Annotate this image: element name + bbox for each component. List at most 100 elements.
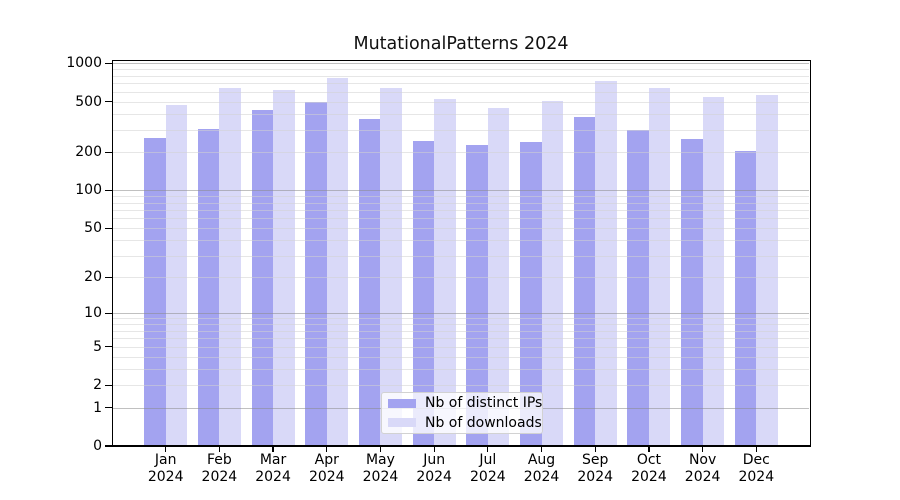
- major-gridline: [113, 313, 809, 315]
- y-tick-mark-100: [105, 189, 112, 191]
- legend-row-downloads: Nb of downloads: [388, 415, 542, 432]
- x-tick-label-apr: Apr 2024: [308, 452, 345, 485]
- y-tick-mark-20: [105, 276, 112, 278]
- x-tick-mark-oct: [648, 446, 650, 452]
- y-tick-mark-500: [105, 101, 112, 103]
- y-tick-label-1000: 1000: [66, 55, 102, 72]
- legend-row-distinct-ips: Nb of distinct IPs: [388, 395, 542, 412]
- major-gridline: [113, 63, 809, 65]
- bar-downloads-aug: [541, 101, 564, 446]
- x-tick-mark-apr: [326, 446, 328, 452]
- legend-label-distinct-ips: Nb of distinct IPs: [425, 395, 543, 412]
- bar-distinct-ips-nov: [681, 138, 703, 446]
- minor-gridline: [113, 152, 809, 154]
- minor-gridline: [113, 255, 809, 257]
- bar-downloads-oct: [648, 88, 671, 446]
- minor-gridline: [113, 324, 809, 326]
- legend-label-downloads: Nb of downloads: [425, 414, 542, 431]
- y-tick-mark-5: [105, 346, 112, 348]
- x-tick-label-aug: Aug 2024: [523, 452, 560, 485]
- x-tick-mark-jun: [433, 446, 435, 452]
- bottom-spine: [112, 445, 812, 447]
- y-tick-mark-1000: [105, 62, 112, 64]
- minor-gridline: [113, 83, 809, 85]
- x-tick-label-jan: Jan 2024: [147, 452, 184, 485]
- y-tick-label-10: 10: [84, 305, 102, 322]
- x-tick-label-sep: Sep 2024: [577, 452, 614, 485]
- y-tick-mark-10: [105, 312, 112, 314]
- bar-distinct-ips-dec: [734, 150, 757, 446]
- bar-distinct-ips-apr: [305, 102, 327, 446]
- minor-gridline: [113, 129, 809, 131]
- x-tick-mark-nov: [702, 446, 704, 452]
- minor-gridline: [113, 277, 809, 279]
- x-tick-label-jul: Jul 2024: [470, 452, 506, 485]
- y-tick-label-1: 1: [93, 399, 102, 416]
- y-tick-mark-1: [105, 407, 112, 409]
- y-tick-label-20: 20: [84, 269, 102, 286]
- minor-gridline: [113, 91, 809, 93]
- y-tick-mark-200: [105, 151, 112, 153]
- right-spine: [810, 60, 812, 446]
- bar-downloads-jan: [165, 105, 188, 446]
- y-tick-mark-0: [105, 445, 112, 447]
- x-tick-label-feb: Feb 2024: [201, 452, 238, 485]
- x-tick-mark-dec: [755, 446, 757, 452]
- legend: Nb of distinct IPs Nb of downloads: [381, 392, 543, 434]
- minor-gridline: [113, 346, 809, 348]
- bar-distinct-ips-jul: [466, 145, 488, 446]
- x-tick-label-jun: Jun 2024: [416, 452, 452, 485]
- y-tick-label-0: 0: [93, 438, 102, 454]
- minor-gridline: [113, 369, 809, 371]
- x-tick-label-dec: Dec 2024: [738, 452, 775, 485]
- x-tick-mark-feb: [218, 446, 220, 452]
- minor-gridline: [113, 338, 809, 340]
- y-tick-label-5: 5: [93, 338, 102, 355]
- bar-downloads-sep: [595, 80, 617, 446]
- x-tick-label-oct: Oct 2024: [631, 452, 667, 485]
- bar-distinct-ips-feb: [197, 129, 220, 446]
- left-spine: [112, 60, 114, 446]
- bar-downloads-apr: [326, 78, 349, 446]
- x-tick-mark-jul: [487, 446, 489, 452]
- minor-gridline: [113, 202, 809, 204]
- minor-gridline: [113, 330, 809, 332]
- x-tick-label-mar: Mar 2024: [255, 452, 291, 485]
- bar-downloads-may: [380, 88, 402, 446]
- bar-distinct-ips-may: [358, 119, 381, 446]
- y-tick-label-2: 2: [93, 377, 102, 394]
- bar-distinct-ips-jan: [144, 138, 166, 446]
- minor-gridline: [113, 356, 809, 358]
- bar-distinct-ips-sep: [573, 116, 596, 446]
- y-tick-label-200: 200: [75, 144, 102, 161]
- bar-downloads-jun: [434, 99, 456, 446]
- x-tick-mark-jan: [165, 446, 167, 452]
- minor-gridline: [113, 318, 809, 320]
- bar-downloads-jul: [487, 108, 510, 446]
- bar-distinct-ips-oct: [627, 129, 649, 446]
- y-tick-label-100: 100: [75, 182, 102, 199]
- x-tick-mark-aug: [540, 446, 543, 452]
- x-tick-label-nov: Nov 2024: [684, 452, 721, 485]
- x-tick-mark-mar: [272, 446, 274, 452]
- x-tick-mark-sep: [594, 446, 596, 452]
- chart-title: MutationalPatterns 2024: [353, 34, 569, 54]
- minor-gridline: [113, 218, 809, 220]
- bar-downloads-nov: [702, 96, 725, 446]
- y-tick-mark-2: [105, 384, 112, 386]
- minor-gridline: [113, 101, 809, 103]
- minor-gridline: [113, 114, 809, 116]
- major-gridline: [113, 190, 809, 192]
- top-spine: [112, 60, 810, 62]
- bar-downloads-dec: [756, 95, 778, 446]
- minor-gridline: [113, 75, 809, 77]
- bar-downloads-feb: [219, 88, 241, 446]
- legend-swatch-distinct-ips: [388, 398, 416, 408]
- minor-gridline: [113, 228, 809, 230]
- minor-gridline: [113, 196, 809, 198]
- minor-gridline: [113, 385, 809, 387]
- minor-gridline: [113, 209, 809, 211]
- bar-downloads-mar: [273, 89, 295, 446]
